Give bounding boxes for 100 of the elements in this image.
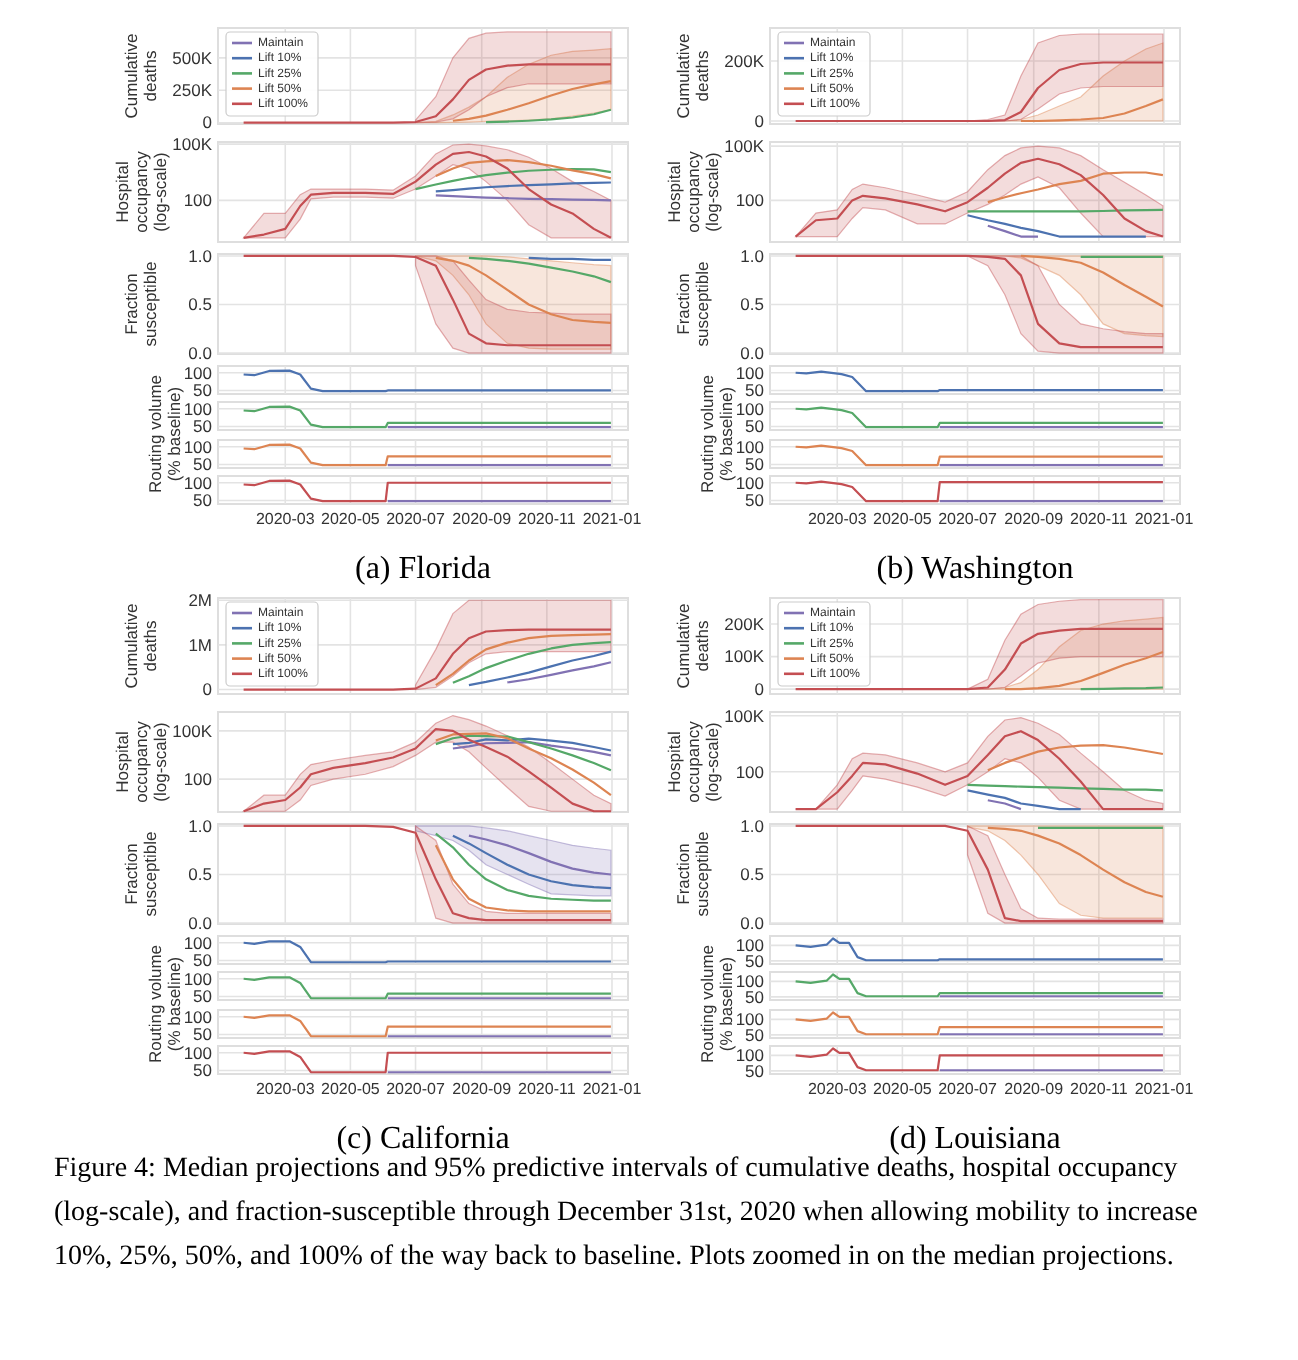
y-tick-label: 50 (193, 950, 213, 971)
x-tick-label: 2020-09 (452, 510, 513, 528)
x-tick-label: 2020-11 (518, 510, 577, 528)
y-tick-label: 50 (745, 1060, 765, 1081)
line-series (414, 168, 613, 191)
y-tick-label: 100 (735, 1009, 765, 1030)
y-tick-label: 0 (202, 112, 213, 133)
x-tick-label: 2020-03 (255, 510, 316, 528)
y-tick-label: 50 (193, 490, 213, 511)
line-series (467, 256, 613, 284)
line-series (434, 832, 613, 902)
line-series (794, 480, 1165, 503)
y-tick-label: 0 (754, 110, 765, 131)
x-tick-label: 2020-07 (386, 1080, 446, 1098)
x-tick-label: 2020-05 (321, 1080, 381, 1098)
y-tick-label: 50 (745, 416, 765, 437)
y-tick-label: 1M (188, 634, 212, 655)
y-tick-label: 200K (724, 50, 765, 71)
line-series (242, 940, 613, 964)
line-series (794, 444, 1165, 467)
x-tick-label: 2021-01 (582, 1080, 643, 1098)
line-series (794, 730, 1165, 811)
line-series (451, 834, 613, 890)
y-axis-title: Routing volume (% baseline) (697, 944, 736, 1064)
y-axis-title: Fraction susceptible (673, 830, 712, 917)
line-series (794, 406, 1165, 429)
line-series (434, 256, 613, 325)
y-tick-label: 50 (193, 454, 213, 475)
y-tick-label: 100 (735, 971, 765, 992)
line-series (986, 826, 1165, 898)
y-tick-label: 100 (183, 968, 213, 989)
y-tick-label: 50 (193, 1060, 213, 1081)
y-tick-label: 100 (183, 436, 213, 457)
y-tick-label: 100 (735, 1045, 765, 1066)
y-axis-title: Cumulative deaths (673, 602, 712, 689)
line-series (242, 479, 613, 503)
line-series (794, 824, 1165, 923)
x-tick-label: 2020-05 (873, 1080, 933, 1098)
y-tick-label: 0.0 (740, 912, 765, 933)
y-tick-label: 0.5 (188, 864, 213, 885)
y-tick-label: 250K (172, 80, 213, 101)
line-series (434, 844, 613, 913)
line-series (451, 641, 613, 684)
y-axis-title: Routing volume (% baseline) (697, 374, 736, 494)
x-tick-label: 2020-09 (1004, 1080, 1065, 1098)
line-series (242, 1050, 613, 1074)
x-tick-label: 2020-09 (452, 1080, 513, 1098)
line-series (506, 661, 613, 684)
line-series (794, 370, 1165, 393)
x-tick-label: 2021-01 (1134, 1080, 1195, 1098)
y-tick-label: 50 (193, 986, 213, 1007)
y-tick-label: 50 (745, 950, 765, 971)
text: (d) Louisiana (889, 1122, 1061, 1156)
x-tick-label: 2020-09 (1004, 510, 1065, 528)
y-tick-label: 1.0 (740, 245, 765, 266)
line-series (242, 1014, 613, 1038)
x-tick-label: 2020-03 (807, 1080, 868, 1098)
y-tick-label: 0.0 (740, 342, 765, 363)
x-tick-label: 2020-07 (938, 510, 998, 528)
line-series (794, 937, 1165, 962)
y-tick-label: 100K (172, 133, 213, 154)
y-tick-label: 100 (183, 1006, 213, 1027)
y-tick-label: 50 (193, 1024, 213, 1045)
line-series (1019, 98, 1165, 123)
y-tick-label: 100 (735, 761, 765, 782)
x-tick-label: 2021-01 (582, 510, 643, 528)
line-series (242, 254, 613, 347)
y-tick-label: 100 (735, 362, 765, 383)
line-series (451, 80, 613, 122)
line-series (434, 734, 613, 772)
line-series (794, 1047, 1165, 1072)
y-tick-label: 1.0 (188, 815, 213, 836)
line-series (434, 633, 613, 687)
y-tick-label: 50 (745, 1024, 765, 1045)
y-axis-title: Routing volume (% baseline) (145, 374, 184, 494)
y-tick-label: 100K (724, 646, 765, 667)
line-series (242, 824, 613, 922)
y-axis-title: Hospital occupancy (log-scale) (663, 719, 722, 803)
line-series (434, 732, 613, 797)
line-series (484, 108, 613, 124)
line-series (242, 63, 613, 124)
y-tick-label: 0.5 (188, 294, 213, 315)
line-series (794, 627, 1165, 691)
line-series (242, 369, 613, 393)
x-tick-label: 2020-11 (518, 1080, 577, 1098)
x-tick-label: 2020-03 (255, 1080, 316, 1098)
y-tick-label: 100 (735, 935, 765, 956)
y-tick-label: 100 (735, 190, 765, 211)
y-axis-title: Cumulative deaths (121, 602, 160, 689)
y-axis-title: Cumulative deaths (121, 32, 160, 119)
y-tick-label: 100 (735, 398, 765, 419)
y-tick-label: 200K (724, 613, 765, 634)
y-tick-label: 100 (183, 768, 213, 789)
y-axis-title: Hospital occupancy (log-scale) (111, 149, 170, 233)
line-series (1019, 254, 1165, 308)
y-tick-label: 0.0 (188, 342, 213, 363)
line-series (242, 628, 613, 691)
y-tick-label: 100 (183, 472, 213, 493)
x-tick-label: 2020-07 (386, 510, 446, 528)
y-axis-title: Fraction susceptible (121, 260, 160, 347)
